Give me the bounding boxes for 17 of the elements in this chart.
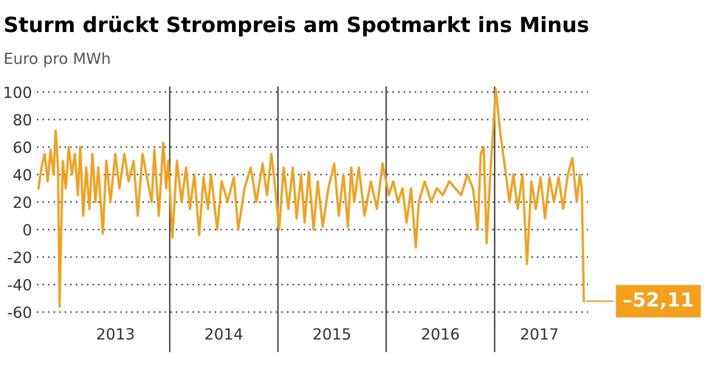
y-axis-title: Euro pro MWh [5,52,110,68]
x-tick-label: 2015 [314,328,350,340]
y-tick-label: 0 [23,224,32,236]
y-tick-label: -60 [8,306,32,318]
y-tick-label: 60 [14,141,32,154]
x-tick-label: 2016 [422,328,459,340]
x-tick-label: 2017 [521,328,558,340]
y-tick-label: 80 [14,114,32,126]
y-tick-label: 20 [14,196,32,208]
x-tick-label: 2013 [97,328,134,340]
y-tick-label: -20 [8,251,32,264]
y-tick-label: -40 [8,278,32,291]
chart-title: Sturm drückt Strompreis am Spotmarkt ins Minus [5,16,588,36]
y-tick-label: 100 [4,86,32,98]
annotation: –52,11 [624,292,693,310]
x-tick-label: 2014 [205,328,242,340]
y-tick-label: 40 [13,168,32,181]
